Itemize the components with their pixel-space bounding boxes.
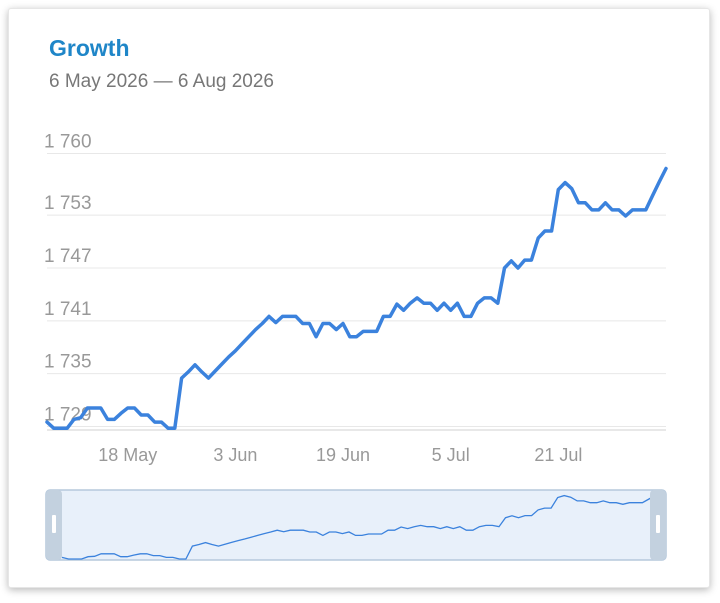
x-tick-label: 5 Jul <box>432 445 470 465</box>
y-tick-label: 1 747 <box>44 246 92 267</box>
x-tick-label: 3 Jun <box>213 445 257 465</box>
navigator-series-line <box>61 491 663 560</box>
navigator-grip <box>656 515 660 533</box>
x-tick-label: 19 Jun <box>316 445 370 465</box>
y-tick-label: 1 741 <box>44 299 92 320</box>
navigator-window[interactable] <box>45 489 667 561</box>
y-tick-label: 1 729 <box>44 404 92 425</box>
y-tick-label: 1 735 <box>44 352 92 373</box>
chart-subtitle: 6 May 2026 — 6 Aug 2026 <box>49 71 274 92</box>
navigator-grip <box>52 515 56 533</box>
x-tick-label: 21 Jul <box>534 445 582 465</box>
x-tick-label: 18 May <box>98 445 157 465</box>
y-tick-label: 1 760 <box>44 132 92 153</box>
series-line <box>45 166 668 430</box>
chart-title: Growth <box>49 35 130 61</box>
y-tick-label: 1 753 <box>44 193 92 214</box>
